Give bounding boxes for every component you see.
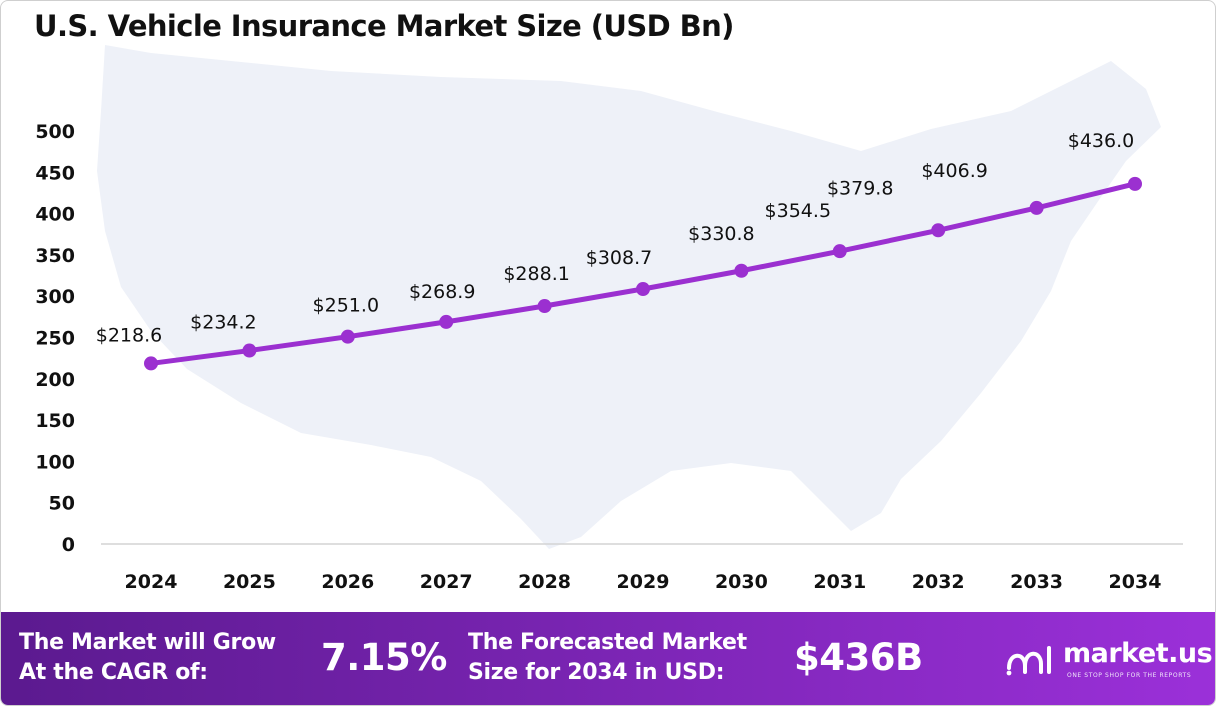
x-tick-label: 2030 xyxy=(715,571,768,593)
y-tick-label: 150 xyxy=(35,410,75,432)
us-map-background xyxy=(97,45,1161,549)
data-label: $436.0 xyxy=(1068,130,1134,152)
data-label: $251.0 xyxy=(313,295,379,317)
cagr-caption: The Market will Grow At the CAGR of: xyxy=(19,628,276,688)
forecast-caption-line-1: The Forecasted Market xyxy=(468,630,747,655)
data-points xyxy=(144,176,1142,371)
y-tick-label: 300 xyxy=(35,286,75,308)
data-label: $268.9 xyxy=(409,281,475,303)
y-tick-label: 350 xyxy=(35,245,75,267)
data-point xyxy=(931,223,946,238)
logo-mark-icon xyxy=(1006,646,1051,676)
forecast-caption-line-2: Size for 2034 in USD: xyxy=(468,660,725,685)
x-tick-label: 2026 xyxy=(321,571,374,593)
data-label: $234.2 xyxy=(190,312,256,334)
y-tick-label: 50 xyxy=(49,493,75,515)
x-axis-ticks: 2024 2025 2026 2027 2028 2029 2030 2031 2032 2033… xyxy=(125,571,1162,593)
data-labels: $218.6 $234.2 $251.0 $268.9 $288.1 $308.7 $330… xyxy=(96,130,1134,347)
forecast-caption: The Forecasted Market Size for 2034 in U… xyxy=(468,628,747,688)
y-tick-label: 450 xyxy=(35,162,75,184)
logo-tagline: ONE STOP SHOP FOR THE REPORTS xyxy=(1067,672,1192,679)
data-point xyxy=(144,356,158,371)
market-us-logo: market.us ONE STOP SHOP FOR THE REPORTS xyxy=(1005,638,1215,682)
data-point xyxy=(1128,176,1142,191)
x-tick-label: 2025 xyxy=(223,571,276,593)
y-tick-label: 500 xyxy=(35,121,75,143)
data-point xyxy=(537,299,552,314)
y-tick-label: 0 xyxy=(62,534,75,556)
data-label: $354.5 xyxy=(765,200,831,222)
summary-footer: The Market will Grow At the CAGR of: 7.1… xyxy=(1,612,1215,705)
chart-title: U.S. Vehicle Insurance Market Size (USD … xyxy=(34,9,734,43)
data-label: $288.1 xyxy=(503,263,569,285)
data-point xyxy=(832,244,847,259)
x-tick-label: 2031 xyxy=(813,571,866,593)
y-tick-label: 250 xyxy=(35,328,75,350)
forecast-value: $436B xyxy=(794,636,923,679)
x-tick-label: 2033 xyxy=(1010,571,1063,593)
data-point xyxy=(734,263,749,278)
x-tick-label: 2024 xyxy=(125,571,178,593)
logo-name: market.us xyxy=(1063,638,1213,669)
x-tick-label: 2028 xyxy=(518,571,571,593)
data-label: $218.6 xyxy=(96,324,162,346)
data-point xyxy=(636,282,650,297)
data-label: $406.9 xyxy=(921,160,987,182)
y-tick-label: 400 xyxy=(35,204,75,226)
x-tick-label: 2027 xyxy=(420,571,473,593)
data-label: $330.8 xyxy=(688,223,754,245)
data-label: $308.7 xyxy=(586,247,652,269)
y-tick-label: 100 xyxy=(35,451,75,473)
y-axis-ticks: 0 50 100 150 200 250 300 350 400 450 500 xyxy=(35,121,75,556)
data-point xyxy=(439,314,454,329)
cagr-caption-line-2: At the CAGR of: xyxy=(19,660,208,685)
x-tick-label: 2029 xyxy=(617,571,670,593)
x-tick-label: 2032 xyxy=(912,571,965,593)
y-tick-label: 200 xyxy=(35,369,75,391)
data-point xyxy=(242,343,257,358)
cagr-caption-line-1: The Market will Grow xyxy=(19,630,276,655)
data-point xyxy=(1029,200,1044,215)
x-tick-label: 2034 xyxy=(1109,571,1162,593)
data-point xyxy=(340,329,355,344)
data-label: $379.8 xyxy=(827,177,893,199)
cagr-value: 7.15% xyxy=(321,636,447,679)
